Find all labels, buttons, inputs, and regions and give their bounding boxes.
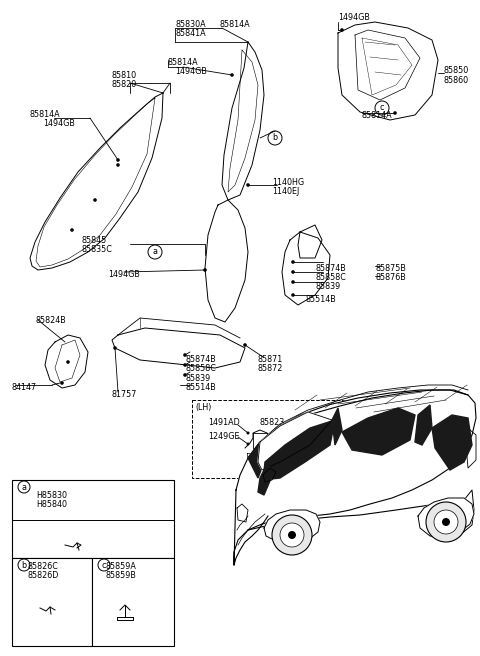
Circle shape	[442, 518, 450, 526]
Bar	[12, 558, 92, 646]
Text: 85814A: 85814A	[168, 58, 199, 67]
Circle shape	[247, 443, 250, 445]
Polygon shape	[332, 408, 342, 445]
Circle shape	[70, 228, 74, 232]
Text: 85824B: 85824B	[35, 316, 66, 325]
Circle shape	[272, 515, 312, 555]
Text: 85859A: 85859A	[106, 562, 137, 571]
Text: 85814A: 85814A	[362, 111, 393, 120]
Text: 85875B: 85875B	[375, 264, 406, 273]
Text: 1494GB: 1494GB	[175, 67, 207, 76]
Circle shape	[434, 510, 458, 534]
Text: 85835C: 85835C	[82, 245, 113, 254]
Text: (LH): (LH)	[195, 403, 211, 412]
Circle shape	[116, 163, 120, 167]
Polygon shape	[248, 442, 265, 478]
Polygon shape	[263, 420, 335, 480]
Text: 85810: 85810	[112, 71, 137, 80]
Circle shape	[113, 346, 117, 350]
Polygon shape	[112, 328, 245, 368]
Text: 85859B: 85859B	[106, 571, 137, 580]
Text: 85872: 85872	[258, 364, 283, 373]
Circle shape	[116, 158, 120, 162]
Text: c: c	[102, 560, 106, 569]
Text: 1140EJ: 1140EJ	[272, 187, 299, 196]
Text: 1494GB: 1494GB	[338, 13, 370, 22]
Circle shape	[230, 73, 234, 77]
Text: c: c	[380, 104, 384, 112]
Polygon shape	[342, 408, 415, 455]
Circle shape	[340, 28, 344, 31]
Circle shape	[183, 363, 187, 367]
Text: b: b	[22, 560, 26, 569]
Text: 85858C: 85858C	[316, 273, 347, 282]
Text: 81757: 81757	[112, 390, 137, 399]
Text: b: b	[273, 134, 277, 142]
Circle shape	[60, 381, 64, 385]
Circle shape	[247, 432, 250, 434]
Text: 85839: 85839	[185, 374, 210, 383]
Text: 85876B: 85876B	[375, 273, 406, 282]
Circle shape	[393, 112, 397, 115]
Polygon shape	[45, 335, 88, 388]
Bar	[192, 400, 360, 478]
Text: a: a	[22, 483, 26, 491]
Text: 85826D: 85826D	[28, 571, 60, 580]
Text: 85841A: 85841A	[175, 29, 205, 38]
Text: 85514B: 85514B	[185, 383, 216, 392]
Circle shape	[288, 531, 296, 539]
Text: 85830A: 85830A	[175, 20, 205, 29]
Polygon shape	[418, 498, 474, 538]
Text: 85814A: 85814A	[220, 20, 251, 29]
Text: 85850: 85850	[444, 66, 469, 75]
Bar	[92, 558, 174, 646]
Text: 85820: 85820	[112, 80, 137, 89]
Text: 1491AD: 1491AD	[208, 418, 240, 427]
Polygon shape	[222, 42, 264, 200]
Text: a: a	[153, 247, 157, 256]
Polygon shape	[282, 232, 330, 305]
Polygon shape	[415, 405, 432, 445]
Circle shape	[291, 280, 295, 284]
Polygon shape	[432, 415, 472, 470]
Polygon shape	[258, 412, 332, 470]
Circle shape	[183, 353, 187, 357]
Polygon shape	[30, 93, 163, 270]
Polygon shape	[234, 390, 476, 565]
Polygon shape	[258, 462, 272, 495]
Text: 85814A: 85814A	[30, 110, 60, 119]
Circle shape	[280, 523, 304, 547]
Text: 1249GE: 1249GE	[208, 432, 240, 441]
Text: 85871: 85871	[258, 355, 283, 364]
Text: H85840: H85840	[36, 500, 67, 509]
Text: 85845: 85845	[82, 236, 107, 245]
Text: 1140HG: 1140HG	[272, 178, 304, 187]
Text: 1494GB: 1494GB	[43, 119, 75, 128]
Text: 85839: 85839	[316, 282, 341, 291]
Circle shape	[246, 183, 250, 187]
Circle shape	[426, 502, 466, 542]
Text: 85858C: 85858C	[185, 364, 216, 373]
Text: 85826C: 85826C	[28, 562, 59, 571]
Circle shape	[291, 270, 295, 274]
Circle shape	[243, 343, 247, 347]
Text: 1494GB: 1494GB	[108, 270, 140, 279]
Circle shape	[291, 260, 295, 264]
Text: 85874B: 85874B	[185, 355, 216, 364]
Polygon shape	[264, 510, 320, 544]
Text: 85823: 85823	[260, 418, 285, 427]
Polygon shape	[205, 200, 248, 322]
Polygon shape	[338, 22, 438, 120]
Circle shape	[291, 293, 295, 297]
Circle shape	[66, 360, 70, 364]
Bar	[12, 480, 174, 558]
Circle shape	[93, 198, 97, 202]
Text: 84147: 84147	[12, 383, 37, 392]
Text: 85514B: 85514B	[306, 295, 337, 304]
Text: 85860: 85860	[444, 76, 469, 85]
Text: H85830: H85830	[36, 491, 67, 500]
Circle shape	[203, 268, 207, 272]
Text: 85874B: 85874B	[316, 264, 347, 273]
Circle shape	[183, 373, 187, 377]
